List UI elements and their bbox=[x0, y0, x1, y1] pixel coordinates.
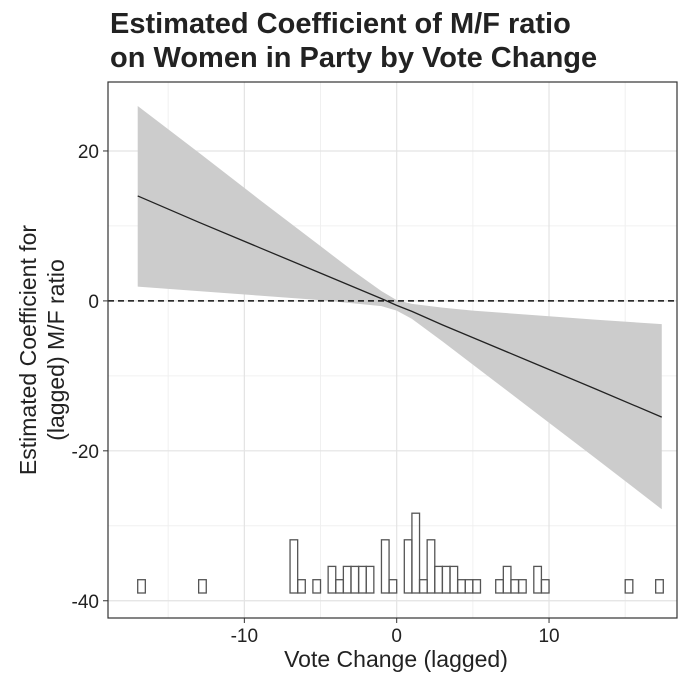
fit-line bbox=[137, 195, 663, 418]
x-tick-label: 0 bbox=[391, 626, 402, 647]
histogram-bar bbox=[540, 579, 550, 594]
plot-border bbox=[107, 81, 678, 619]
x-tick-label: 10 bbox=[538, 626, 559, 647]
histogram-bar bbox=[517, 579, 527, 594]
histogram-bar bbox=[297, 579, 306, 594]
histogram-bar bbox=[365, 565, 375, 594]
x-axis-label: Vote Change (lagged) bbox=[284, 646, 508, 672]
histogram-bar bbox=[137, 579, 146, 594]
y-axis-label: Estimated Coefficient for bbox=[15, 225, 41, 475]
histogram-bar bbox=[411, 512, 421, 594]
histogram-bar bbox=[655, 579, 664, 594]
histogram-bar bbox=[624, 579, 634, 594]
y-axis-label: (lagged) M/F ratio bbox=[43, 259, 69, 441]
histogram-bar bbox=[380, 539, 390, 594]
y-tick-label: -40 bbox=[72, 592, 99, 613]
histogram-bar bbox=[312, 579, 322, 594]
histogram-bar bbox=[289, 539, 299, 594]
chart-title: Estimated Coefficient of M/F ratio bbox=[110, 8, 571, 40]
x-tick-label: -10 bbox=[231, 626, 258, 647]
y-tick-label: 20 bbox=[78, 142, 99, 163]
histogram-bar bbox=[388, 579, 398, 594]
histogram-bar bbox=[197, 579, 207, 594]
histogram-bar bbox=[472, 579, 482, 594]
confidence-band bbox=[137, 105, 662, 510]
y-tick-label: 0 bbox=[88, 292, 99, 313]
y-tick-label: -20 bbox=[72, 442, 99, 463]
chart-title: on Women in Party by Vote Change bbox=[110, 42, 597, 74]
